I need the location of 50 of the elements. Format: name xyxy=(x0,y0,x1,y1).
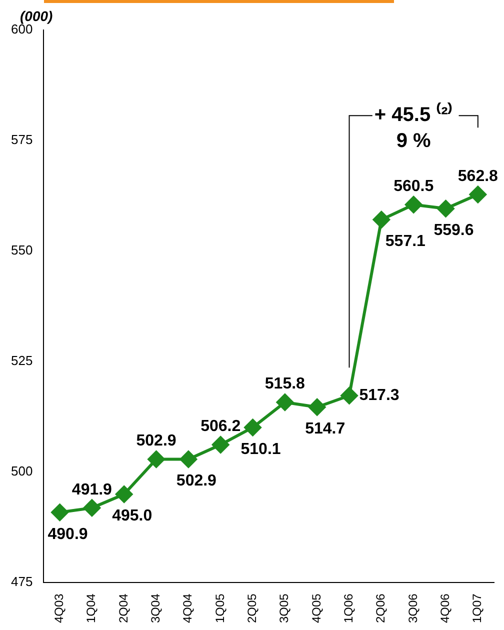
data-label: 491.9 xyxy=(72,481,112,498)
point xyxy=(180,450,197,468)
point xyxy=(276,394,294,411)
annotation: 9 % xyxy=(396,130,432,152)
data-label: 515.8 xyxy=(264,376,306,393)
x-tick-label: 4Q03 xyxy=(52,593,66,624)
x-tick-label: 4Q04 xyxy=(180,593,195,624)
x-tick-label: 2Q06 xyxy=(374,593,388,624)
data-label: 514.7 xyxy=(305,420,346,438)
data-label: 495.0 xyxy=(112,508,152,525)
annotation: + 45.5 ⁽²⁾ xyxy=(374,102,453,126)
point xyxy=(340,387,358,404)
data-label: 517.3 xyxy=(359,387,400,404)
x-tick-label: 2Q04 xyxy=(116,593,130,624)
point xyxy=(437,200,454,218)
point xyxy=(469,186,486,203)
y-tick-label: 525 xyxy=(10,353,33,368)
point xyxy=(212,436,230,454)
data-label: 562.8 xyxy=(458,168,498,185)
x-tick-label: 4Q06 xyxy=(438,593,452,624)
x-tick-label: 4Q05 xyxy=(309,593,324,624)
x-tick-label: 1Q04 xyxy=(84,593,98,624)
x-tick-label: 1Q05 xyxy=(212,593,227,624)
data-label: 502.9 xyxy=(176,472,217,490)
data-label: 560.5 xyxy=(394,178,434,196)
data-label: 559.6 xyxy=(434,222,474,240)
x-tick-label: 3Q04 xyxy=(148,593,163,624)
point xyxy=(83,499,100,516)
point xyxy=(405,196,422,214)
point xyxy=(116,486,133,503)
data-label: 510.1 xyxy=(240,440,281,458)
point xyxy=(372,211,390,228)
x-tick-label: 1Q07 xyxy=(470,593,484,624)
data-label: 506.2 xyxy=(200,418,241,436)
y-tick-label: 475 xyxy=(10,574,33,590)
data-label: 490.9 xyxy=(48,526,88,543)
y-axis-title: (000) xyxy=(20,8,54,24)
y-tick-label: 575 xyxy=(10,132,33,148)
point xyxy=(51,504,68,521)
data-label: 502.9 xyxy=(136,432,176,450)
point xyxy=(244,418,262,436)
data-label: 557.1 xyxy=(385,233,426,250)
y-tick-label: 550 xyxy=(10,242,33,258)
point xyxy=(148,450,165,468)
x-tick-label: 1Q06 xyxy=(342,593,356,624)
y-tick-label: 500 xyxy=(10,464,33,479)
x-tick-label: 3Q05 xyxy=(277,593,292,624)
point xyxy=(308,398,326,416)
x-tick-label: 3Q06 xyxy=(406,593,420,624)
x-tick-label: 2Q05 xyxy=(245,593,260,624)
